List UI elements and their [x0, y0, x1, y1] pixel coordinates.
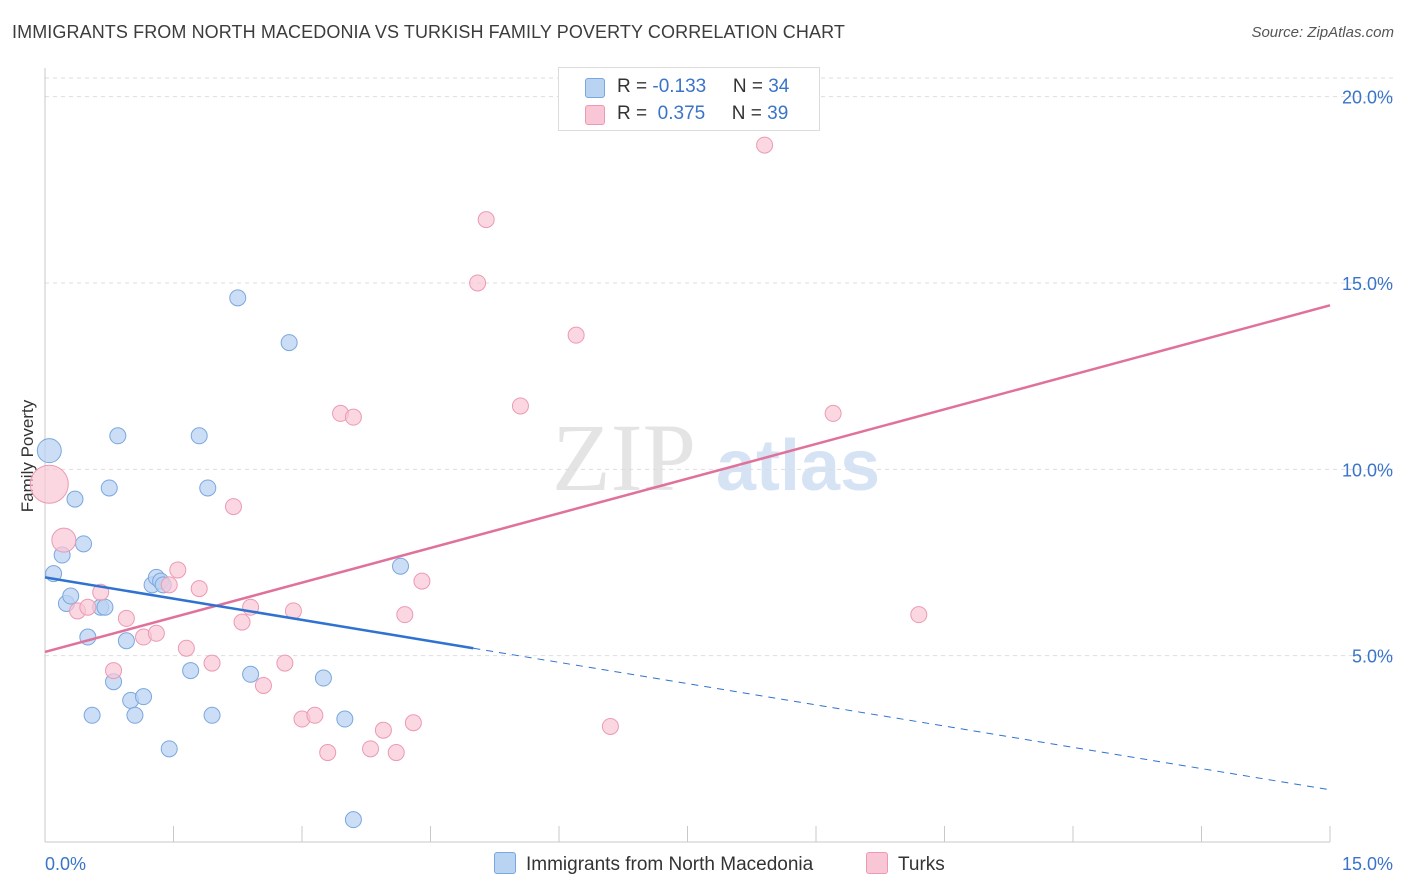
turks-point	[169, 561, 187, 579]
series-north-macedonia-points	[36, 289, 410, 829]
turks-point	[477, 211, 495, 229]
turks-point	[404, 714, 422, 732]
north-macedonia-point	[190, 427, 208, 445]
watermark: ZIP atlas	[552, 404, 880, 511]
north-macedonia-point	[117, 632, 135, 650]
turks-point	[117, 609, 135, 627]
x-tick-label: 0.0%	[45, 854, 86, 874]
bottom-legend-swatch-pink	[866, 852, 888, 874]
turks-point	[756, 136, 774, 154]
turks-point	[224, 498, 242, 516]
turks-trend-line	[44, 304, 1331, 654]
legend-n-value: 39	[767, 103, 789, 124]
turks-point	[190, 580, 208, 598]
turks-point	[51, 527, 77, 553]
turks-point	[177, 639, 195, 657]
bottom-legend-swatch-blue	[494, 852, 516, 874]
north-macedonia-point	[100, 479, 118, 497]
north-macedonia-point	[126, 706, 144, 724]
turks-point	[160, 576, 178, 594]
north-macedonia-point	[229, 289, 247, 307]
bottom-legend-label: Turks	[898, 854, 945, 875]
turks-point	[233, 613, 251, 631]
trend-lines	[44, 304, 1331, 791]
north-macedonia-point	[242, 665, 260, 683]
watermark-zip: ZIP	[552, 404, 696, 511]
turks-point	[276, 654, 294, 672]
y-tick-label: 10.0%	[1342, 460, 1393, 480]
north-macedonia-point	[75, 535, 93, 553]
turks-point	[824, 404, 842, 422]
north-macedonia-point	[135, 688, 153, 706]
legend-r-label: R =	[617, 76, 653, 97]
grid	[45, 77, 1395, 657]
north-macedonia-point	[36, 438, 62, 464]
legend-swatch-blue	[585, 78, 605, 98]
turks-point	[79, 598, 97, 616]
legend-n-value: 34	[768, 76, 790, 97]
turks-point	[413, 572, 431, 590]
legend-n-label: N =	[732, 76, 769, 97]
north-macedonia-point	[109, 427, 127, 445]
y-tick-label: 20.0%	[1342, 88, 1393, 108]
north-macedonia-point	[83, 706, 101, 724]
tick-labels: 5.0% 10.0% 15.0% 20.0% 0.0% 15.0%	[45, 88, 1393, 874]
legend-r-value: -0.133	[652, 76, 707, 97]
north-macedonia-trend-line	[44, 576, 474, 650]
legend-r-label: R =	[617, 103, 653, 124]
legend: R = -0.133 N = 34 R = 0.375 N = 39	[558, 67, 820, 131]
turks-point	[601, 717, 619, 735]
bottom-legend-north-macedonia: Immigrants from North Macedonia	[494, 852, 813, 876]
source-label: Source: ZipAtlas.com	[1251, 24, 1394, 41]
turks-point	[203, 654, 221, 672]
turks-point	[319, 744, 337, 762]
north-macedonia-point	[66, 490, 84, 508]
turks-point	[105, 662, 123, 680]
turks-point	[910, 606, 928, 624]
turks-point	[362, 740, 380, 758]
bottom-legend-turks: Turks	[866, 852, 945, 876]
turks-point	[306, 706, 324, 724]
y-tick-label: 5.0%	[1352, 647, 1393, 667]
north-macedonia-point	[392, 557, 410, 575]
bottom-legend-label: Immigrants from North Macedonia	[526, 854, 814, 875]
north-macedonia-trend-extension	[473, 647, 1331, 791]
north-macedonia-point	[336, 710, 354, 728]
north-macedonia-point	[182, 662, 200, 680]
north-macedonia-point	[160, 740, 178, 758]
north-macedonia-point	[280, 334, 298, 352]
x-tick-label: 15.0%	[1342, 854, 1393, 874]
turks-point	[387, 744, 405, 762]
north-macedonia-point	[62, 587, 80, 605]
y-tick-label: 15.0%	[1342, 274, 1393, 294]
turks-point	[469, 274, 487, 292]
turks-point	[511, 397, 529, 415]
north-macedonia-point	[314, 669, 332, 687]
turks-point	[344, 408, 362, 426]
turks-point	[147, 624, 165, 642]
watermark-atlas: atlas	[716, 426, 880, 506]
north-macedonia-point	[96, 598, 114, 616]
turks-point	[254, 676, 272, 694]
north-macedonia-point	[344, 811, 362, 829]
turks-point	[567, 326, 585, 344]
chart-title: IMMIGRANTS FROM NORTH MACEDONIA VS TURKI…	[12, 22, 845, 42]
legend-swatch-pink	[585, 105, 605, 125]
north-macedonia-point	[203, 706, 221, 724]
turks-point	[374, 721, 392, 739]
legend-r-value: 0.375	[652, 103, 706, 124]
turks-point	[29, 464, 69, 504]
legend-n-label: N =	[731, 103, 768, 124]
turks-point	[396, 606, 414, 624]
series-turks-points	[29, 136, 928, 762]
north-macedonia-point	[199, 479, 217, 497]
